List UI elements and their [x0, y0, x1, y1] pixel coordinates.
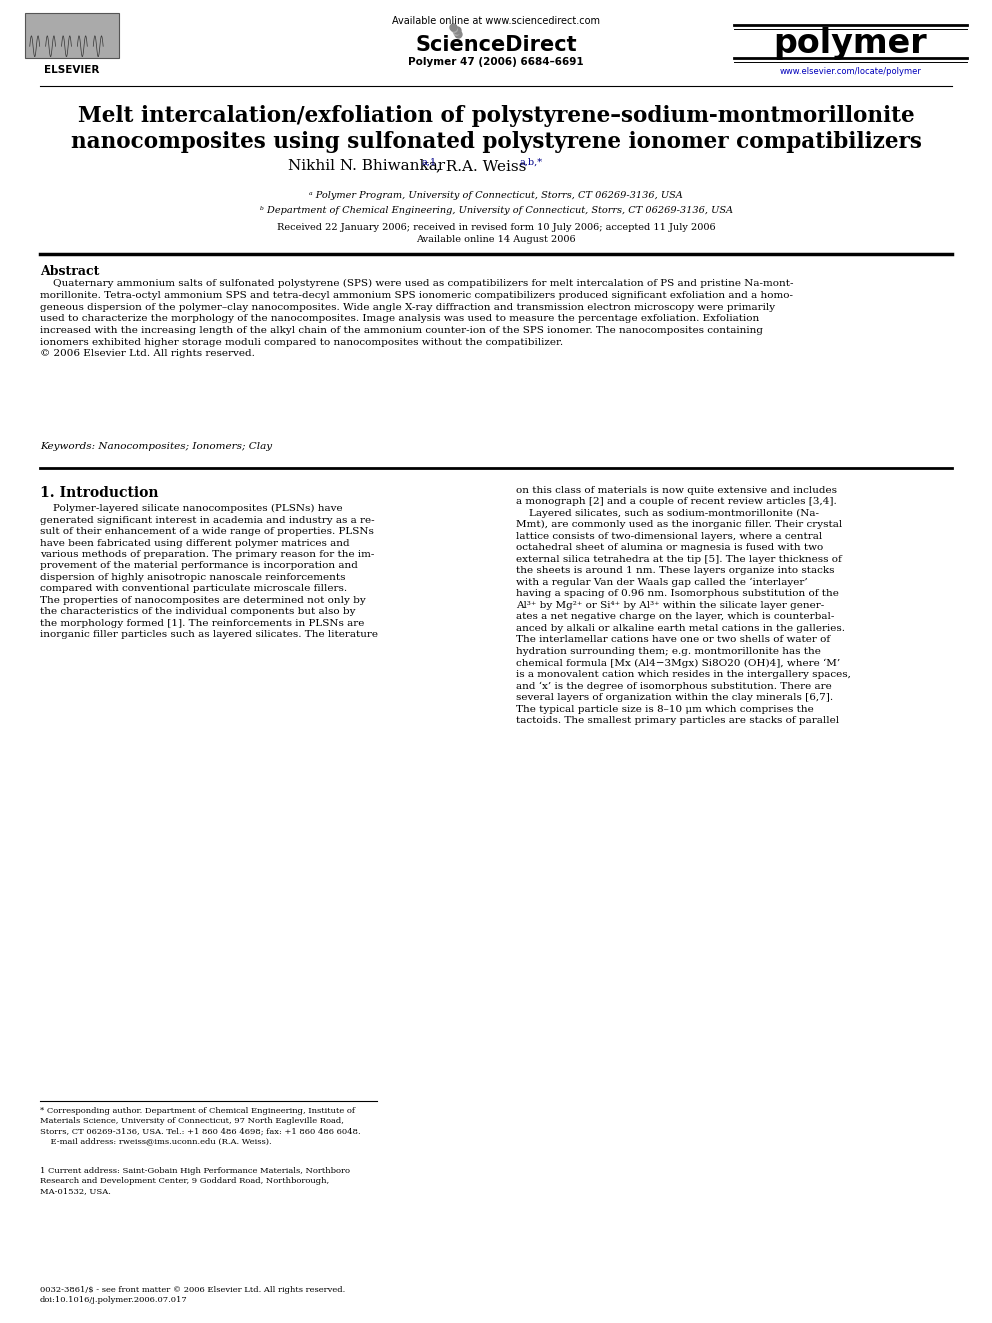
Text: 0032-3861/$ - see front matter © 2006 Elsevier Ltd. All rights reserved.
doi:10.: 0032-3861/$ - see front matter © 2006 El… [40, 1286, 345, 1304]
Text: 1 Current address: Saint-Gobain High Performance Materials, Northboro
Research a: 1 Current address: Saint-Gobain High Per… [40, 1167, 349, 1195]
Text: Polymer 47 (2006) 6684–6691: Polymer 47 (2006) 6684–6691 [408, 57, 584, 67]
Text: ᵇ Department of Chemical Engineering, University of Connecticut, Storrs, CT 0626: ᵇ Department of Chemical Engineering, Un… [260, 206, 732, 214]
Text: Available online at www.sciencedirect.com: Available online at www.sciencedirect.co… [392, 16, 600, 26]
Text: * Corresponding author. Department of Chemical Engineering, Institute of
Materia: * Corresponding author. Department of Ch… [40, 1107, 360, 1146]
Text: Polymer-layered silicate nanocomposites (PLSNs) have
generated significant inter: Polymer-layered silicate nanocomposites … [40, 504, 378, 639]
Text: Melt intercalation/exfoliation of polystyrene–sodium-montmorillonite: Melt intercalation/exfoliation of polyst… [77, 106, 915, 127]
Text: Received 22 January 2006; received in revised form 10 July 2006; accepted 11 Jul: Received 22 January 2006; received in re… [277, 224, 715, 232]
Text: Keywords: Nanocomposites; Ionomers; Clay: Keywords: Nanocomposites; Ionomers; Clay [40, 442, 272, 451]
Text: ᵃ Polymer Program, University of Connecticut, Storrs, CT 06269-3136, USA: ᵃ Polymer Program, University of Connect… [310, 192, 682, 200]
Text: www.elsevier.com/locate/polymer: www.elsevier.com/locate/polymer [779, 67, 922, 75]
Text: 1. Introduction: 1. Introduction [40, 486, 158, 500]
Text: Nikhil N. Bhiwankar: Nikhil N. Bhiwankar [289, 159, 445, 173]
Text: a,1: a,1 [422, 157, 436, 167]
Text: nanocomposites using sulfonated polystyrene ionomer compatibilizers: nanocomposites using sulfonated polystyr… [70, 131, 922, 152]
Text: on this class of materials is now quite extensive and includes
a monograph [2] a: on this class of materials is now quite … [516, 486, 851, 725]
Text: polymer: polymer [774, 28, 927, 60]
Text: Abstract: Abstract [40, 265, 99, 278]
Text: Quaternary ammonium salts of sulfonated polystyrene (SPS) were used as compatibi: Quaternary ammonium salts of sulfonated … [40, 279, 794, 359]
Text: Available online 14 August 2006: Available online 14 August 2006 [417, 235, 575, 243]
Text: , R.A. Weiss: , R.A. Weiss [436, 159, 527, 173]
FancyBboxPatch shape [25, 13, 119, 58]
Text: a,b,*: a,b,* [520, 157, 543, 167]
Text: ScienceDirect: ScienceDirect [416, 34, 576, 56]
Text: ELSEVIER: ELSEVIER [44, 65, 99, 75]
